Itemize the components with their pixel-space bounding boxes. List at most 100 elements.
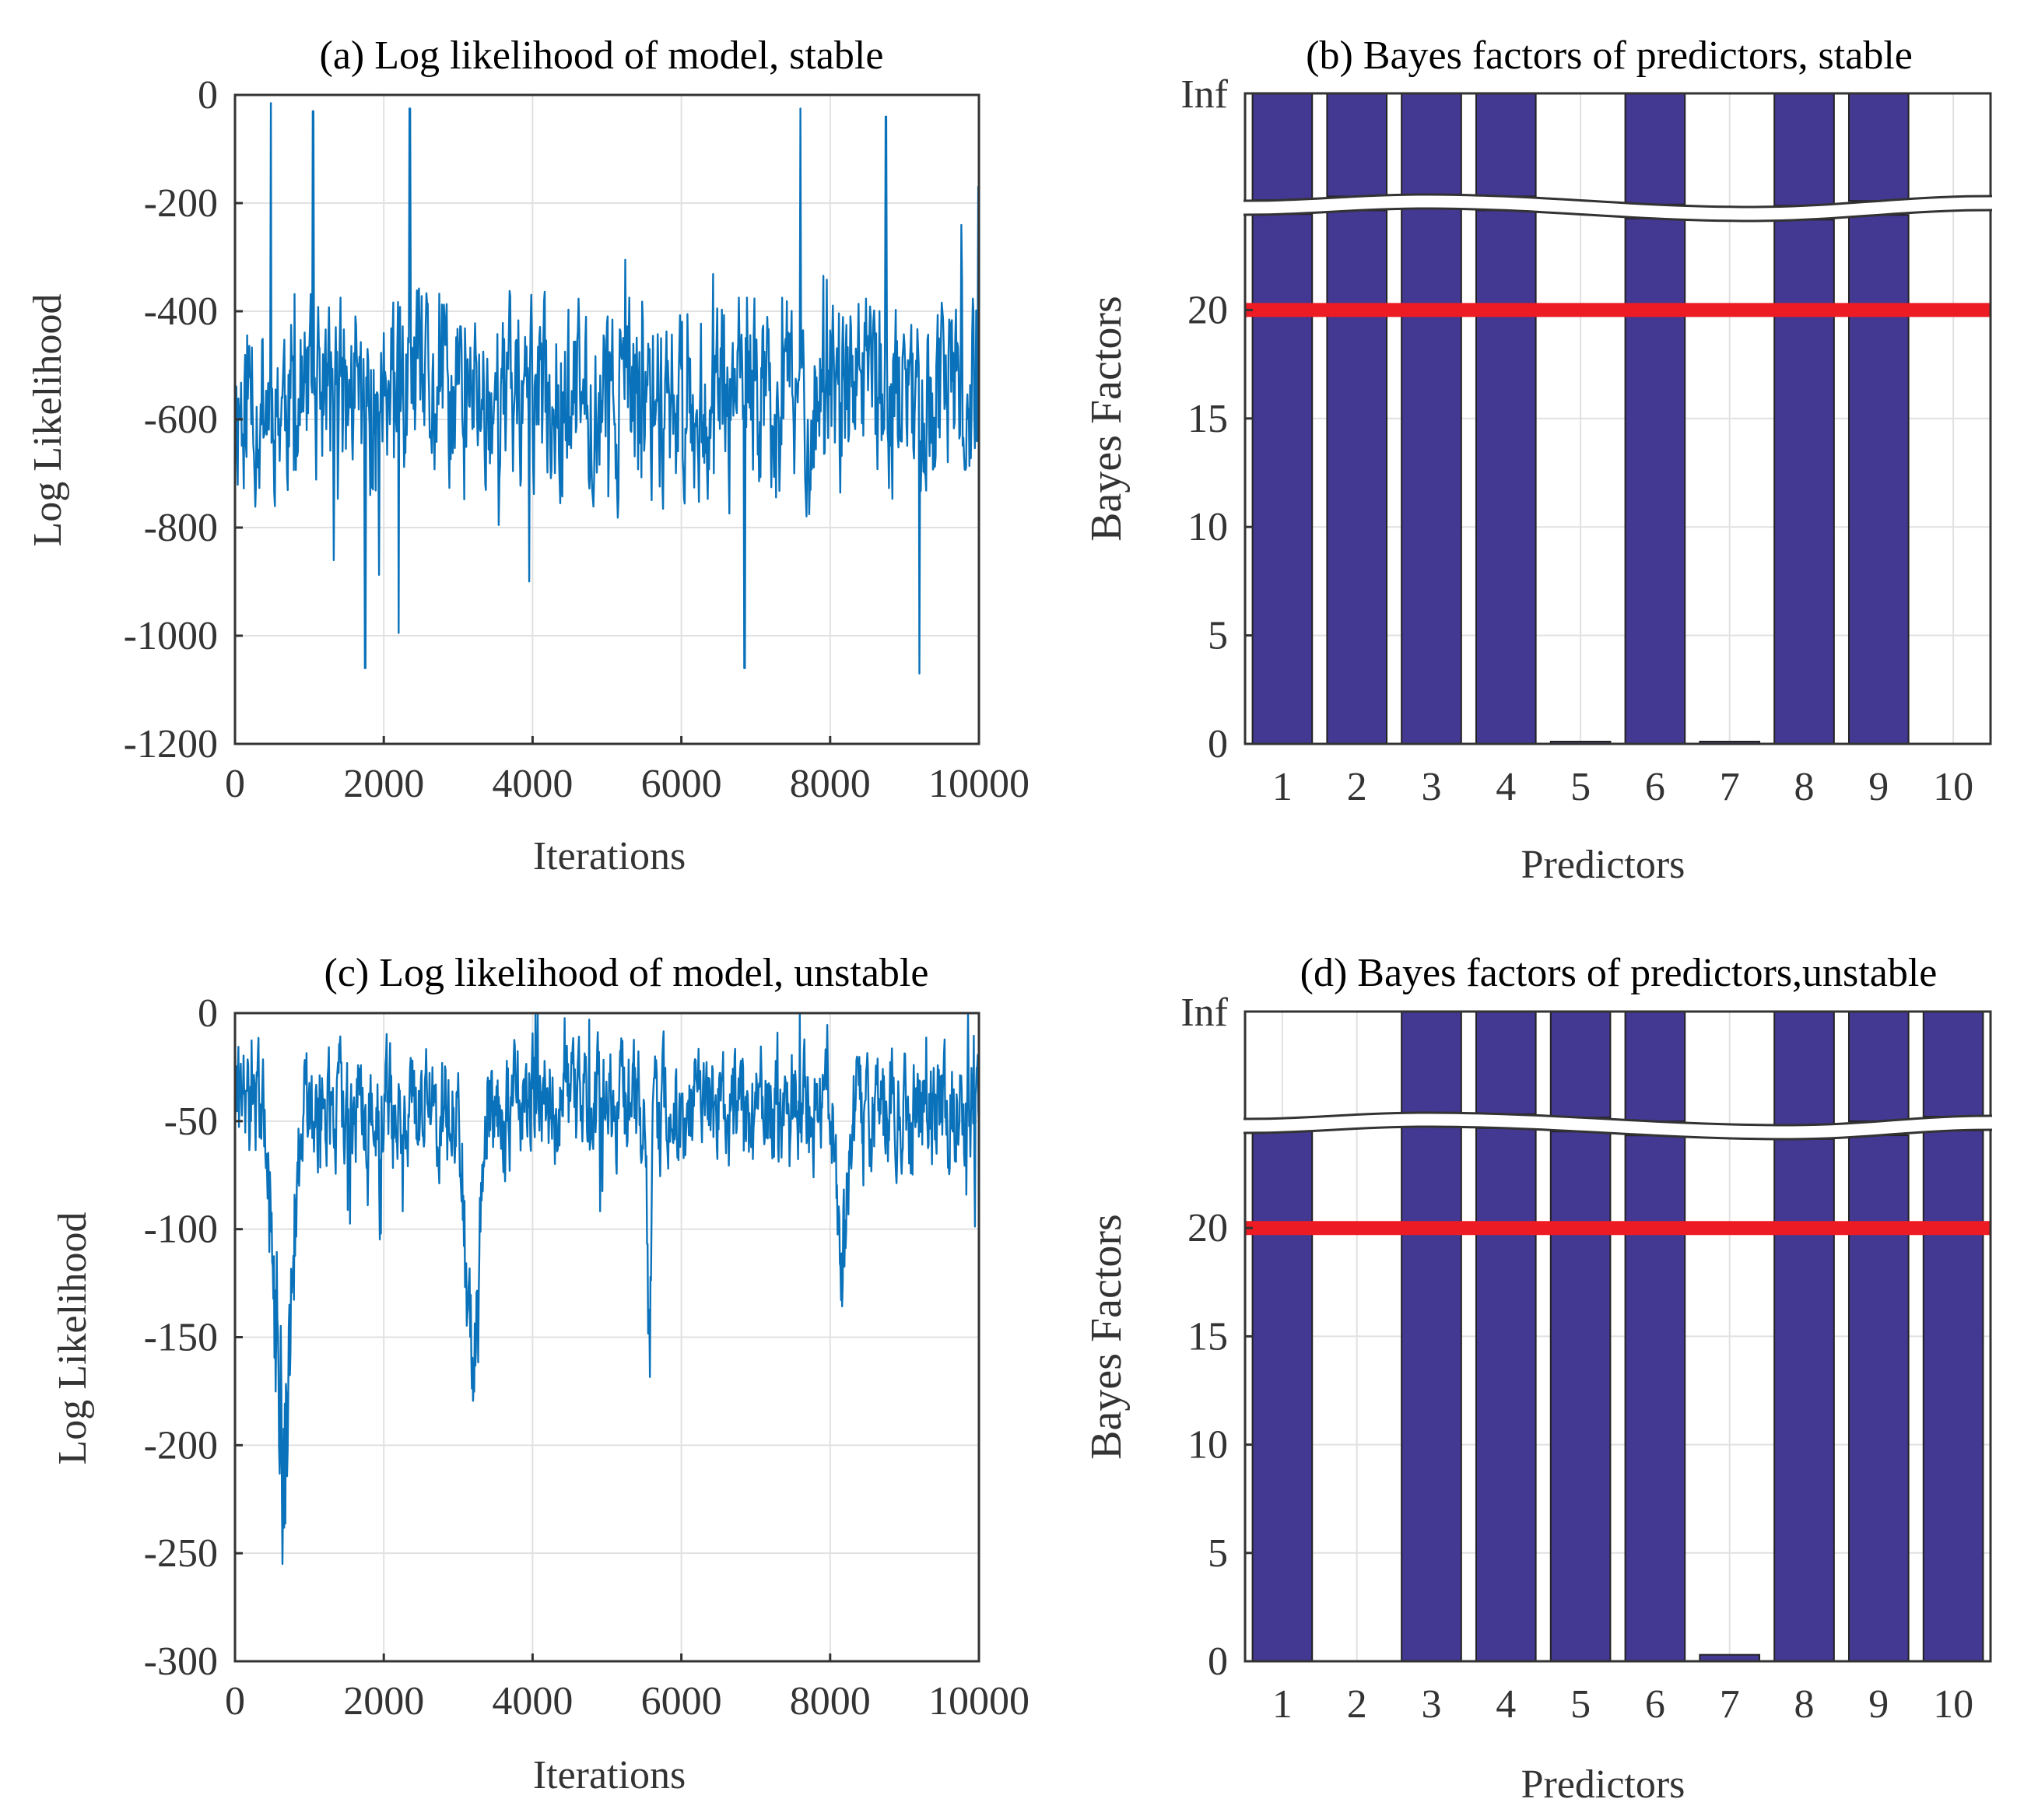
x-tick-label: 0 (225, 1679, 245, 1724)
x-tick-label: 6000 (641, 1679, 722, 1724)
x-tick-label: 6000 (641, 762, 722, 806)
y-tick-label: 10 (1187, 1423, 1228, 1468)
bar (1773, 219, 1835, 745)
y-tick-label: -50 (164, 1099, 218, 1144)
panel-a-title: (a) Log likelihood of model, stable (320, 33, 884, 78)
y-tick-label: -300 (144, 1639, 218, 1684)
bar-upper-inf (1326, 93, 1388, 198)
bar-upper-inf (1773, 1011, 1835, 1126)
plot-frame-lower (1244, 210, 1992, 745)
x-tick-label: 8000 (790, 1679, 871, 1724)
bar-upper-inf (1847, 1011, 1910, 1123)
x-tick-label: 10 (1933, 765, 1973, 809)
x-tick-label: 0 (225, 762, 245, 806)
y-tick-label: -400 (144, 289, 218, 334)
x-tick-label: 5 (1570, 1682, 1591, 1727)
bar (1847, 1134, 1910, 1662)
plot-frame-upper (1244, 1010, 1992, 1119)
panel-d-xlabel: Predictors (1521, 1762, 1685, 1807)
x-tick-label: 4000 (492, 762, 573, 806)
x-tick-label: 8000 (790, 762, 871, 806)
y-tick-label: 0 (198, 991, 218, 1036)
panel-c-unstable-log-likelihood: 0 2000 4000 6000 8000 10000 0 -50 -100 -150 -200 -2… (51, 951, 1030, 1797)
axis-break-lower-wave (1243, 1125, 1993, 1141)
bar (1549, 1131, 1612, 1663)
x-tick-label: 6 (1645, 765, 1665, 809)
y-tick-label: -200 (144, 181, 218, 226)
bar (1847, 214, 1910, 745)
x-tick-label: 9 (1868, 1682, 1889, 1727)
bar (1624, 217, 1686, 745)
bar-upper-inf (1922, 1011, 1984, 1117)
bar (1251, 1129, 1314, 1662)
x-tick-label: 10000 (928, 1679, 1030, 1724)
panel-b-ylabel: Bayes Factors (1082, 296, 1131, 542)
x-tick-label: 7 (1720, 1682, 1740, 1727)
x-tick-label: 2 (1347, 765, 1367, 809)
x-tick-label: 9 (1868, 765, 1889, 809)
y-tick-label: -250 (144, 1531, 218, 1576)
bar (1922, 1129, 1984, 1662)
y-tick-label: -600 (144, 398, 218, 442)
panel-b-stable-bayes-factors: 1 2 3 4 5 6 7 8 9 10 0 5 10 15 20 Inf (b) Bayes factors… (1082, 33, 1993, 887)
y-tick-label: 5 (1208, 614, 1228, 658)
panel-b-title: (b) Bayes factors of predictors, stable (1306, 33, 1913, 78)
y-tick-label: -1200 (124, 722, 218, 766)
x-tick-label: 10 (1933, 1682, 1973, 1727)
x-tick-label: 4 (1496, 1682, 1516, 1727)
y-tick-label: 5 (1208, 1531, 1228, 1576)
bar-upper-inf (1401, 93, 1462, 196)
x-tick-label: 2 (1347, 1682, 1367, 1727)
x-tick-label: 1 (1272, 1682, 1293, 1727)
panel-b-xlabel: Predictors (1521, 843, 1685, 887)
bar (1401, 208, 1462, 745)
panel-d-ylabel: Bayes Factors (1082, 1214, 1131, 1460)
y-tick-label: -150 (144, 1316, 218, 1360)
bar-upper-inf (1773, 93, 1835, 207)
y-tick-label: 15 (1187, 397, 1228, 441)
x-tick-label: 2000 (343, 762, 424, 806)
plot-frame-upper (1244, 92, 1992, 201)
y-tick-label: -800 (144, 506, 218, 550)
bar-upper-inf (1624, 93, 1686, 205)
x-tick-label: 10000 (928, 762, 1030, 806)
x-tick-label: 2000 (343, 1679, 424, 1724)
y-tick-label: 20 (1187, 288, 1228, 332)
bar (1624, 1134, 1686, 1663)
bar (1326, 209, 1388, 745)
x-tick-label: 4000 (492, 1679, 573, 1724)
series-line (233, 102, 980, 675)
axis-break-upper-wave (1243, 193, 1993, 209)
bar-upper-inf (1251, 93, 1314, 202)
x-tick-label: 8 (1794, 765, 1815, 809)
bar-upper-inf (1401, 1011, 1462, 1114)
bar (1401, 1126, 1462, 1662)
x-tick-label: 1 (1272, 765, 1293, 809)
axis-break-gap (1244, 195, 1992, 221)
y-tick-label: 0 (198, 73, 218, 117)
axis-break-upper-wave (1243, 1111, 1993, 1127)
x-tick-label: 7 (1720, 765, 1740, 809)
bar-upper-inf (1847, 93, 1910, 202)
bar-upper-inf (1475, 93, 1537, 198)
axis-break-lower-wave (1243, 207, 1993, 223)
axis-break-gap (1244, 1113, 1992, 1139)
bar-upper-inf (1475, 1011, 1537, 1115)
x-tick-label: 3 (1422, 765, 1442, 809)
y-tick-label: -100 (144, 1208, 218, 1252)
x-tick-label: 5 (1570, 765, 1591, 809)
y-tick-label-inf: Inf (1180, 991, 1228, 1035)
x-tick-label: 6 (1645, 1682, 1665, 1727)
y-tick-label: 0 (1208, 1639, 1228, 1684)
series-line (233, 1012, 980, 1566)
panel-d-title: (d) Bayes factors of predictors,unstable (1300, 951, 1938, 995)
panel-c-title: (c) Log likelihood of model, unstable (324, 951, 929, 995)
plot-frame-lower (1244, 1130, 1992, 1663)
panel-d-unstable-bayes-factors: 1 2 3 4 5 6 7 8 9 10 0 5 10 15 20 Inf (d) Bayes factors… (1082, 951, 1993, 1807)
x-tick-label: 8 (1794, 1682, 1815, 1727)
x-tick-label: 4 (1496, 765, 1516, 809)
bar (1475, 1127, 1537, 1662)
y-tick-label: 0 (1208, 722, 1228, 766)
panel-c-ylabel: Log Likelihood (51, 1212, 95, 1465)
